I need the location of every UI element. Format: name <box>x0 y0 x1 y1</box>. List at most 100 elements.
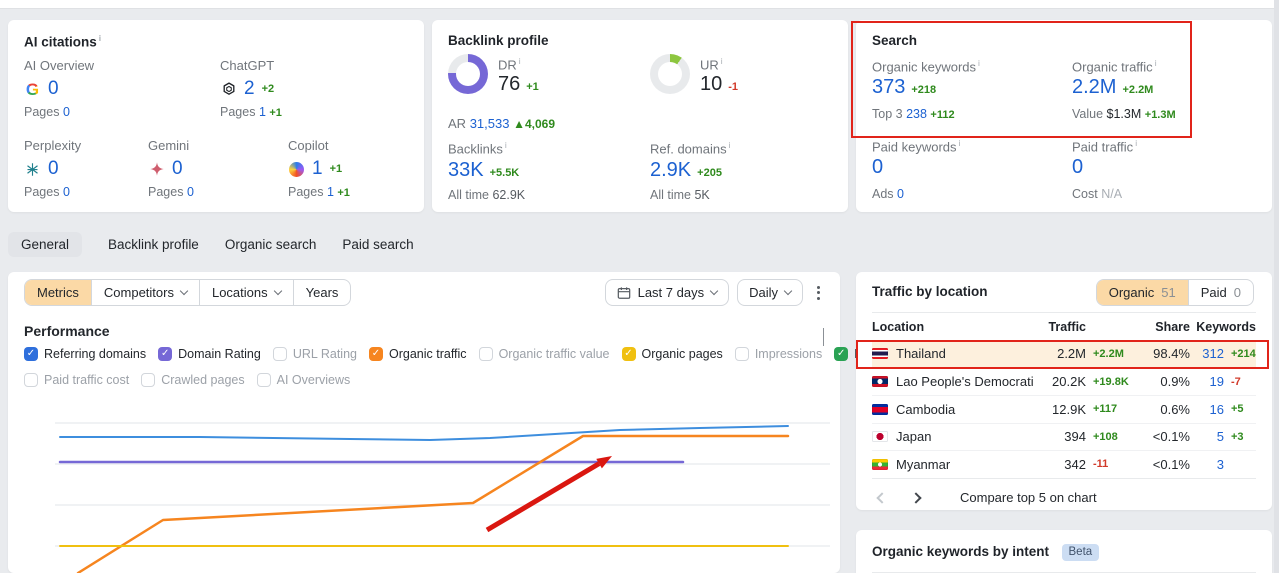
metric-checkbox-organic-traffic-value[interactable]: ✓Organic traffic value <box>478 347 610 361</box>
info-icon[interactable]: i <box>98 33 102 43</box>
keywords-link[interactable]: 312 <box>1202 346 1224 362</box>
metric-checkbox-crawled-pages[interactable]: ✓Crawled pages <box>141 373 245 387</box>
pages-count[interactable]: 1 <box>258 105 266 119</box>
metric-checkbox-paid-traffic-cost[interactable]: ✓Paid traffic cost <box>24 373 129 387</box>
metric-checkbox-impressions[interactable]: ✓Impressions <box>734 347 822 361</box>
metric-checkbox-ai-overviews[interactable]: ✓AI Overviews <box>256 373 350 387</box>
info-icon[interactable]: i <box>728 140 731 150</box>
collapse-section-button[interactable] <box>823 328 824 346</box>
info-icon[interactable]: i <box>720 56 723 66</box>
dr-value: 76 <box>498 73 521 95</box>
search-title: Search <box>872 33 918 48</box>
ur-donut-chart <box>650 54 690 94</box>
checkbox-icon: ✓ <box>24 347 38 361</box>
compare-top5-link[interactable]: Compare top 5 on chart <box>960 490 1097 505</box>
keywords-link[interactable]: 16 <box>1209 401 1224 417</box>
top3-value[interactable]: 238 <box>906 107 927 121</box>
metric-checkbox-organic-traffic[interactable]: ✓ Organic traffic <box>368 347 467 361</box>
ai-citation-perplexity: Perplexity 0 Pages 0 <box>24 138 82 199</box>
organic-keywords-value[interactable]: 373 <box>872 76 906 98</box>
calendar-icon <box>617 286 631 300</box>
table-row-cambodia[interactable]: Cambodia 12.9K +117 0.6% 16 +5 <box>872 395 1256 423</box>
chevron-down-icon <box>783 286 793 296</box>
top-header-strip <box>0 0 1279 9</box>
table-row-japan[interactable]: Japan 394 +108 <0.1% 5 +3 <box>872 422 1256 451</box>
info-icon[interactable]: i <box>504 140 507 150</box>
info-icon[interactable]: i <box>978 58 980 68</box>
info-icon[interactable]: i <box>1135 138 1138 148</box>
tab-general[interactable]: General <box>8 232 83 257</box>
info-icon[interactable]: i <box>958 138 961 148</box>
top3-row: Top 3 238 +112 <box>872 107 955 121</box>
keywords-link[interactable]: 5 <box>1216 429 1224 445</box>
metric-checkbox-referring-domains[interactable]: ✓ Referring domains <box>24 347 146 361</box>
paid-keywords-value[interactable]: 0 <box>872 156 884 178</box>
traffic-by-location-panel: Traffic by location Organic 51 Paid 0 Lo… <box>856 272 1272 510</box>
gemini-count[interactable]: 0 <box>172 158 183 179</box>
table-row-myanmar[interactable]: Myanmar 342 -11 <0.1% 3 <box>872 450 1256 478</box>
tab-organic-search[interactable]: Organic search <box>224 237 317 252</box>
keywords-by-intent-title: Organic keywords by intent <box>872 544 1050 559</box>
paid-toggle-button[interactable]: Paid 0 <box>1187 280 1253 305</box>
competitors-mode-button[interactable]: Competitors <box>90 280 199 305</box>
tab-paid-search[interactable]: Paid search <box>342 237 414 252</box>
metric-checkbox-url-rating[interactable]: ✓URL Rating <box>272 347 357 361</box>
keywords-link[interactable]: 3 <box>1216 456 1224 472</box>
more-options-kebab-icon[interactable] <box>811 280 826 306</box>
checkbox-icon: ✓ <box>621 347 636 361</box>
granularity-button[interactable]: Daily <box>737 279 803 306</box>
organic-traffic-value[interactable]: 2.2M <box>1072 76 1117 98</box>
performance-chart[interactable] <box>55 408 839 573</box>
location-table-header: Location Traffic Share Keywords <box>872 320 1256 334</box>
ur-value: 10 <box>700 73 723 95</box>
ref-domains-alltime: All time 5K <box>650 188 710 202</box>
checkbox-icon: ✓ <box>734 347 749 361</box>
next-page-icon[interactable] <box>910 491 922 504</box>
table-row-thailand[interactable]: Thailand 2.2M +2.2M 98.4% 312 +214 <box>872 340 1256 368</box>
backlinks-value[interactable]: 33K <box>448 159 484 181</box>
previous-page-icon[interactable] <box>876 491 888 504</box>
japan-flag <box>872 431 888 443</box>
ar-value[interactable]: 31,533 <box>469 116 510 131</box>
pages-count[interactable]: 0 <box>186 185 194 199</box>
metric-checkbox-organic-pages[interactable]: ✓ Organic pages <box>621 347 723 361</box>
ref-domains-value[interactable]: 2.9K <box>650 159 692 181</box>
keywords-link[interactable]: 19 <box>1209 374 1224 390</box>
perplexity-icon <box>24 161 41 178</box>
ur-label: UR i <box>700 56 723 73</box>
tab-backlink-profile[interactable]: Backlink profile <box>108 237 199 252</box>
metric-checkbox-domain-rating[interactable]: ✓ Domain Rating <box>158 347 261 361</box>
ai-overview-count[interactable]: 0 <box>48 78 59 99</box>
pages-count[interactable]: 0 <box>62 105 70 119</box>
locations-mode-button[interactable]: Locations <box>198 280 293 305</box>
info-icon[interactable]: i <box>1154 58 1157 68</box>
pages-count[interactable]: 1 <box>326 185 334 199</box>
page-scrollbar[interactable] <box>1274 0 1279 573</box>
perplexity-count[interactable]: 0 <box>48 158 59 179</box>
organic-toggle-button[interactable]: Organic 51 <box>1096 280 1188 305</box>
date-range-button[interactable]: Last 7 days <box>604 279 730 306</box>
search-panel: Search Organic keywords i 373 +218 Top 3 … <box>856 20 1272 212</box>
organic-paid-toggle: Organic 51 Paid 0 <box>1095 279 1254 306</box>
backlinks-alltime: All time 62.9K <box>448 188 526 202</box>
chevron-down-icon <box>273 286 282 296</box>
performance-heading: Performance <box>24 323 110 339</box>
ahrefs-rank: AR 31,533 ▲4,069 <box>448 116 555 131</box>
info-icon[interactable]: i <box>518 56 521 66</box>
chatgpt-count[interactable]: 2 <box>244 78 255 99</box>
table-row-laos[interactable]: Lao People's Democratic Reput 20.2K +19.… <box>872 367 1256 396</box>
traffic-value-row: Value $1.3M +1.3M <box>1072 107 1176 121</box>
metrics-mode-button[interactable]: Metrics <box>25 280 91 305</box>
pages-count[interactable]: 0 <box>62 185 70 199</box>
cambodia-flag <box>872 403 888 415</box>
checkbox-icon: ✓ <box>368 347 383 361</box>
copilot-count[interactable]: 1 <box>312 158 323 179</box>
years-mode-button[interactable]: Years <box>292 280 351 305</box>
section-tabs: General Backlink profile Organic search … <box>8 231 414 258</box>
google-icon: G <box>25 79 40 99</box>
checkbox-icon: ✓ <box>256 373 271 387</box>
ads-value[interactable]: 0 <box>897 187 904 201</box>
paid-traffic-value[interactable]: 0 <box>1072 156 1084 178</box>
ai-citation-ai-overview: AI Overview G 0 Pages 0 <box>24 58 95 119</box>
